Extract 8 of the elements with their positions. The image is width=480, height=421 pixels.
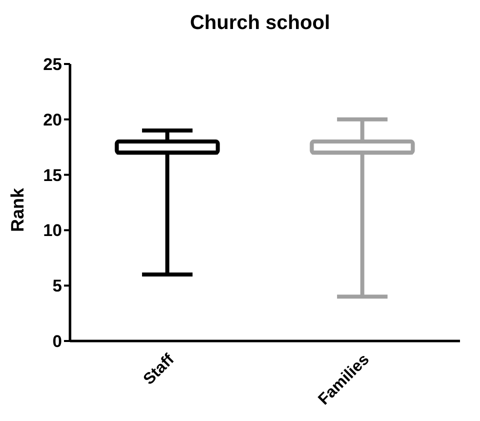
y-tick-label: 15 <box>43 166 62 185</box>
y-tick-label: 10 <box>43 221 62 240</box>
chart-title: Church school <box>188 12 331 35</box>
y-tick-label: 0 <box>52 332 62 352</box>
y-tick-label: 20 <box>43 110 62 130</box>
y-axis-title: Rank <box>8 188 28 232</box>
y-tick-label: 25 <box>43 55 62 74</box>
y-tick-label: 5 <box>52 276 62 296</box>
